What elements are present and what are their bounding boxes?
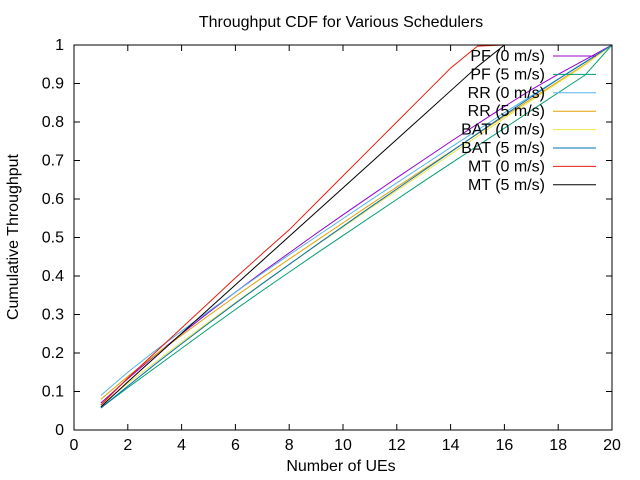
legend-label: MT (0 m/s)	[468, 158, 545, 175]
y-tick-label: 0.2	[42, 345, 64, 362]
legend-label: BAT (5 m/s)	[461, 140, 545, 157]
x-tick-label: 14	[442, 437, 460, 454]
legend-label: BAT (0 m/s)	[461, 122, 545, 139]
y-tick-label: 0.4	[42, 268, 64, 285]
series-line-rr-5-m-s	[100, 44, 613, 400]
y-axis: 0 0.1 0.2 0.3 0.4 0.5 0.6 0.7 0.8 0.9 1	[42, 37, 612, 439]
y-tick-label: 0.8	[42, 114, 64, 131]
x-tick-label: 4	[177, 437, 186, 454]
series-line-rr-0-m-s	[100, 44, 613, 396]
series-line-bat-5-m-s	[100, 44, 613, 409]
x-tick-label: 18	[549, 437, 567, 454]
y-tick-label: 0.7	[42, 153, 64, 170]
legend-label: PF (5 m/s)	[470, 66, 545, 83]
x-tick-label: 0	[70, 437, 79, 454]
x-axis-label: Number of UEs	[286, 458, 395, 475]
legend-label: RR (5 m/s)	[468, 103, 545, 120]
legend-label: PF (0 m/s)	[470, 48, 545, 65]
y-tick-label: 1	[55, 37, 64, 54]
y-tick-label: 0	[55, 422, 64, 439]
y-tick-label: 0.1	[42, 384, 64, 401]
plot-frame	[73, 44, 613, 431]
chart-title: Throughput CDF for Various Schedulers	[199, 14, 483, 31]
legend-label: MT (5 m/s)	[468, 177, 545, 194]
series-line-bat-0-m-s	[100, 44, 613, 406]
y-tick-label: 0.9	[42, 76, 64, 93]
series-line-pf-5-m-s	[100, 44, 613, 409]
x-tick-label: 10	[334, 437, 352, 454]
x-tick-label: 20	[603, 437, 621, 454]
x-tick-label: 2	[123, 437, 132, 454]
legend-label: RR (0 m/s)	[468, 85, 545, 102]
y-tick-label: 0.5	[42, 230, 64, 247]
x-tick-label: 8	[285, 437, 294, 454]
x-tick-label: 6	[231, 437, 240, 454]
x-axis: 0 2 4 6 8 10 12 14 16 18 20	[70, 45, 621, 454]
y-tick-label: 0.6	[42, 191, 64, 208]
y-tick-label: 0.3	[42, 307, 64, 324]
y-axis-label: Cumulative Throughput	[5, 153, 22, 320]
series-line-pf-0-m-s	[100, 44, 613, 404]
x-tick-label: 16	[496, 437, 514, 454]
x-tick-label: 12	[388, 437, 406, 454]
legend: PF (0 m/s)PF (5 m/s) RR (0 m/s)RR (5 m/s)…	[461, 48, 596, 194]
